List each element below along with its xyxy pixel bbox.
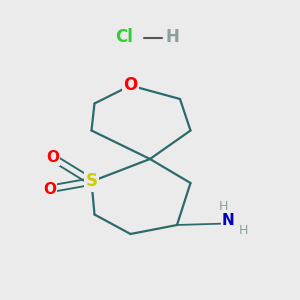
Text: O: O <box>46 150 59 165</box>
Text: O: O <box>123 76 138 94</box>
Text: S: S <box>85 172 98 190</box>
Text: O: O <box>43 182 56 196</box>
Text: N: N <box>222 213 234 228</box>
Text: H: H <box>166 28 179 46</box>
Text: Cl: Cl <box>116 28 134 46</box>
Text: H: H <box>219 200 228 214</box>
Text: H: H <box>238 224 248 238</box>
